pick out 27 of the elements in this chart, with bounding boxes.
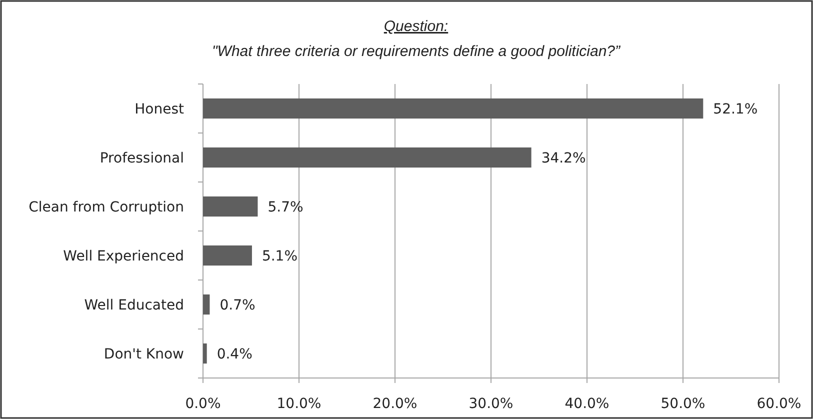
data-label: 0.7% xyxy=(220,297,256,314)
data-label: 34.2% xyxy=(541,150,586,166)
y-tick-label: Well Experienced xyxy=(63,248,184,264)
y-tick-label: Clean from Corruption xyxy=(28,199,184,216)
y-tick-label: Professional xyxy=(100,150,184,166)
data-label: 5.7% xyxy=(268,199,304,216)
bar xyxy=(203,98,704,119)
x-tick-label: 0.0% xyxy=(185,396,221,412)
chart-subtitle: "What three criteria or requirements define a good politician?” xyxy=(212,43,622,60)
bar xyxy=(203,343,207,364)
y-tick-label: Well Educated xyxy=(84,297,184,314)
x-tick-label: 30.0% xyxy=(468,396,514,412)
y-tick-label: Don't Know xyxy=(104,346,184,362)
x-tick-label: 10.0% xyxy=(276,396,322,412)
bar xyxy=(203,196,258,217)
bar xyxy=(203,245,252,266)
x-tick-label: 40.0% xyxy=(564,396,610,412)
y-tick-label: Honest xyxy=(134,101,184,118)
x-tick-label: 60.0% xyxy=(756,396,802,412)
data-label: 5.1% xyxy=(262,248,298,264)
bar xyxy=(203,294,210,315)
chart-title: Question: xyxy=(384,18,448,35)
data-label: 0.4% xyxy=(216,346,252,362)
data-label: 52.1% xyxy=(713,101,758,118)
x-tick-label: 20.0% xyxy=(372,396,418,412)
x-tick-label: 50.0% xyxy=(660,396,706,412)
bar xyxy=(203,147,532,168)
